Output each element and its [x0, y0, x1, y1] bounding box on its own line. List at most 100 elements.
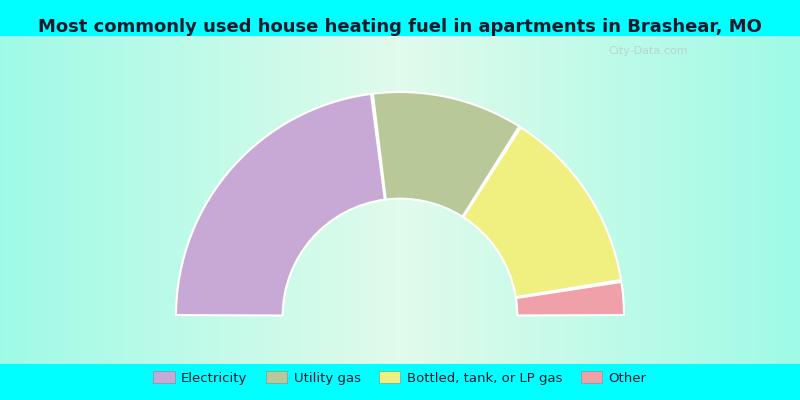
- Bar: [650, 36, 652, 364]
- Bar: [88, 36, 90, 364]
- Bar: [658, 36, 660, 364]
- Bar: [308, 36, 310, 364]
- Bar: [58, 36, 60, 364]
- Bar: [112, 36, 114, 364]
- Bar: [568, 36, 570, 364]
- Bar: [170, 36, 172, 364]
- Bar: [600, 36, 602, 364]
- Bar: [150, 36, 152, 364]
- Bar: [196, 36, 198, 364]
- Bar: [714, 36, 716, 364]
- Bar: [688, 36, 690, 364]
- Bar: [770, 36, 772, 364]
- Bar: [18, 36, 20, 364]
- Bar: [754, 36, 756, 364]
- Bar: [586, 36, 588, 364]
- Bar: [484, 36, 486, 364]
- Bar: [766, 36, 768, 364]
- Bar: [464, 36, 466, 364]
- Bar: [240, 36, 242, 364]
- Bar: [416, 36, 418, 364]
- Bar: [778, 36, 780, 364]
- Bar: [452, 36, 454, 364]
- Bar: [720, 36, 722, 364]
- Bar: [470, 36, 472, 364]
- Bar: [388, 36, 390, 364]
- Bar: [494, 36, 496, 364]
- Bar: [404, 36, 406, 364]
- Bar: [554, 36, 556, 364]
- Bar: [514, 36, 516, 364]
- Bar: [496, 36, 498, 364]
- Bar: [422, 36, 424, 364]
- Bar: [230, 36, 232, 364]
- Bar: [190, 36, 192, 364]
- Bar: [300, 36, 302, 364]
- Bar: [786, 36, 788, 364]
- Bar: [22, 36, 24, 364]
- Bar: [716, 36, 718, 364]
- Bar: [34, 36, 36, 364]
- Bar: [200, 36, 202, 364]
- Bar: [502, 36, 504, 364]
- Bar: [740, 36, 742, 364]
- Bar: [436, 36, 438, 364]
- Bar: [302, 36, 304, 364]
- Bar: [566, 36, 568, 364]
- Bar: [780, 36, 782, 364]
- Bar: [626, 36, 628, 364]
- Bar: [724, 36, 726, 364]
- Bar: [524, 36, 526, 364]
- Bar: [20, 36, 22, 364]
- Bar: [182, 36, 184, 364]
- Bar: [712, 36, 714, 364]
- Bar: [594, 36, 596, 364]
- Bar: [670, 36, 672, 364]
- Bar: [466, 36, 468, 364]
- Bar: [16, 36, 18, 364]
- Bar: [518, 36, 520, 364]
- Bar: [690, 36, 692, 364]
- Bar: [376, 36, 378, 364]
- Bar: [558, 36, 560, 364]
- Bar: [358, 36, 360, 364]
- Bar: [178, 36, 180, 364]
- Bar: [768, 36, 770, 364]
- Bar: [702, 36, 704, 364]
- Bar: [706, 36, 708, 364]
- Bar: [24, 36, 26, 364]
- Bar: [286, 36, 288, 364]
- Bar: [330, 36, 332, 364]
- Bar: [410, 36, 412, 364]
- Bar: [718, 36, 720, 364]
- Bar: [332, 36, 334, 364]
- Bar: [246, 36, 248, 364]
- Bar: [392, 36, 394, 364]
- Bar: [668, 36, 670, 364]
- Bar: [752, 36, 754, 364]
- Bar: [448, 36, 450, 364]
- Bar: [12, 36, 14, 364]
- Bar: [60, 36, 62, 364]
- Bar: [438, 36, 440, 364]
- Bar: [440, 36, 442, 364]
- Bar: [80, 36, 82, 364]
- Bar: [264, 36, 266, 364]
- Bar: [456, 36, 458, 364]
- Bar: [772, 36, 774, 364]
- Bar: [116, 36, 118, 364]
- Bar: [62, 36, 64, 364]
- Bar: [38, 36, 40, 364]
- Bar: [618, 36, 620, 364]
- Bar: [622, 36, 624, 364]
- Bar: [40, 36, 42, 364]
- Bar: [30, 36, 32, 364]
- Bar: [382, 36, 384, 364]
- Bar: [372, 36, 374, 364]
- Bar: [64, 36, 66, 364]
- Bar: [164, 36, 166, 364]
- Bar: [512, 36, 514, 364]
- Bar: [638, 36, 640, 364]
- Bar: [144, 36, 146, 364]
- Bar: [628, 36, 630, 364]
